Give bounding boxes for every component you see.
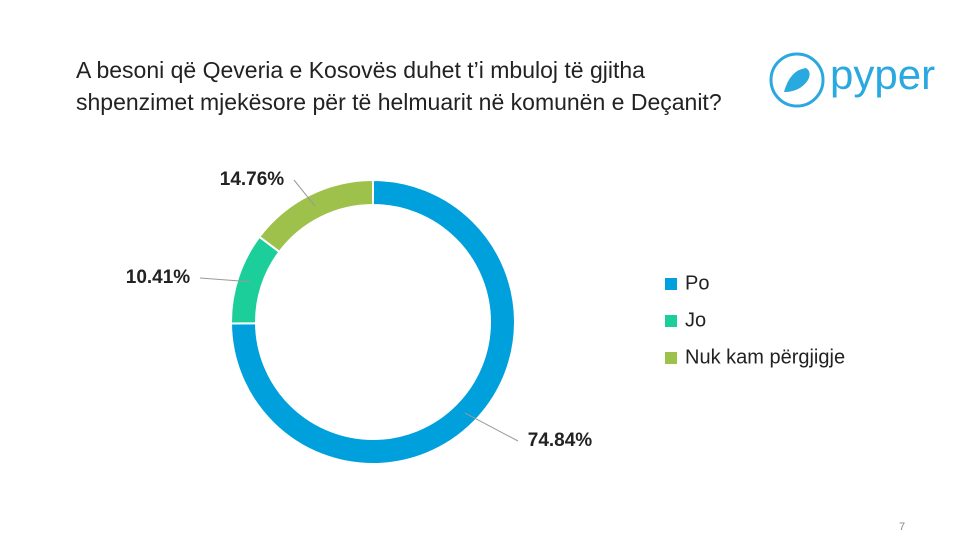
data-label: 14.76% [220,169,285,190]
page-number: 7 [899,521,905,533]
data-label: 74.84% [528,430,593,451]
legend-swatch [665,352,677,364]
leader-line [464,412,519,442]
logo-text: pyper [830,51,935,98]
legend-label: Po [685,272,709,294]
data-label: 10.41% [126,267,191,288]
logo: pyper [769,51,935,108]
legend-label: Nuk kam përgjigje [685,346,845,368]
logo-icon [769,52,825,108]
title-line: shpenzimet mjekësore për të helmuarit në… [76,89,722,115]
logo-bird [784,68,810,92]
legend-label: Jo [685,309,706,331]
legend-swatch [665,278,677,290]
donut-segment [257,178,374,254]
legend-swatch [665,315,677,327]
title-line: A besoni që Qeveria e Kosovës duhet t’i … [76,57,645,83]
leader-line [199,277,250,283]
leader-line [293,179,316,207]
donut-segment [229,178,516,465]
